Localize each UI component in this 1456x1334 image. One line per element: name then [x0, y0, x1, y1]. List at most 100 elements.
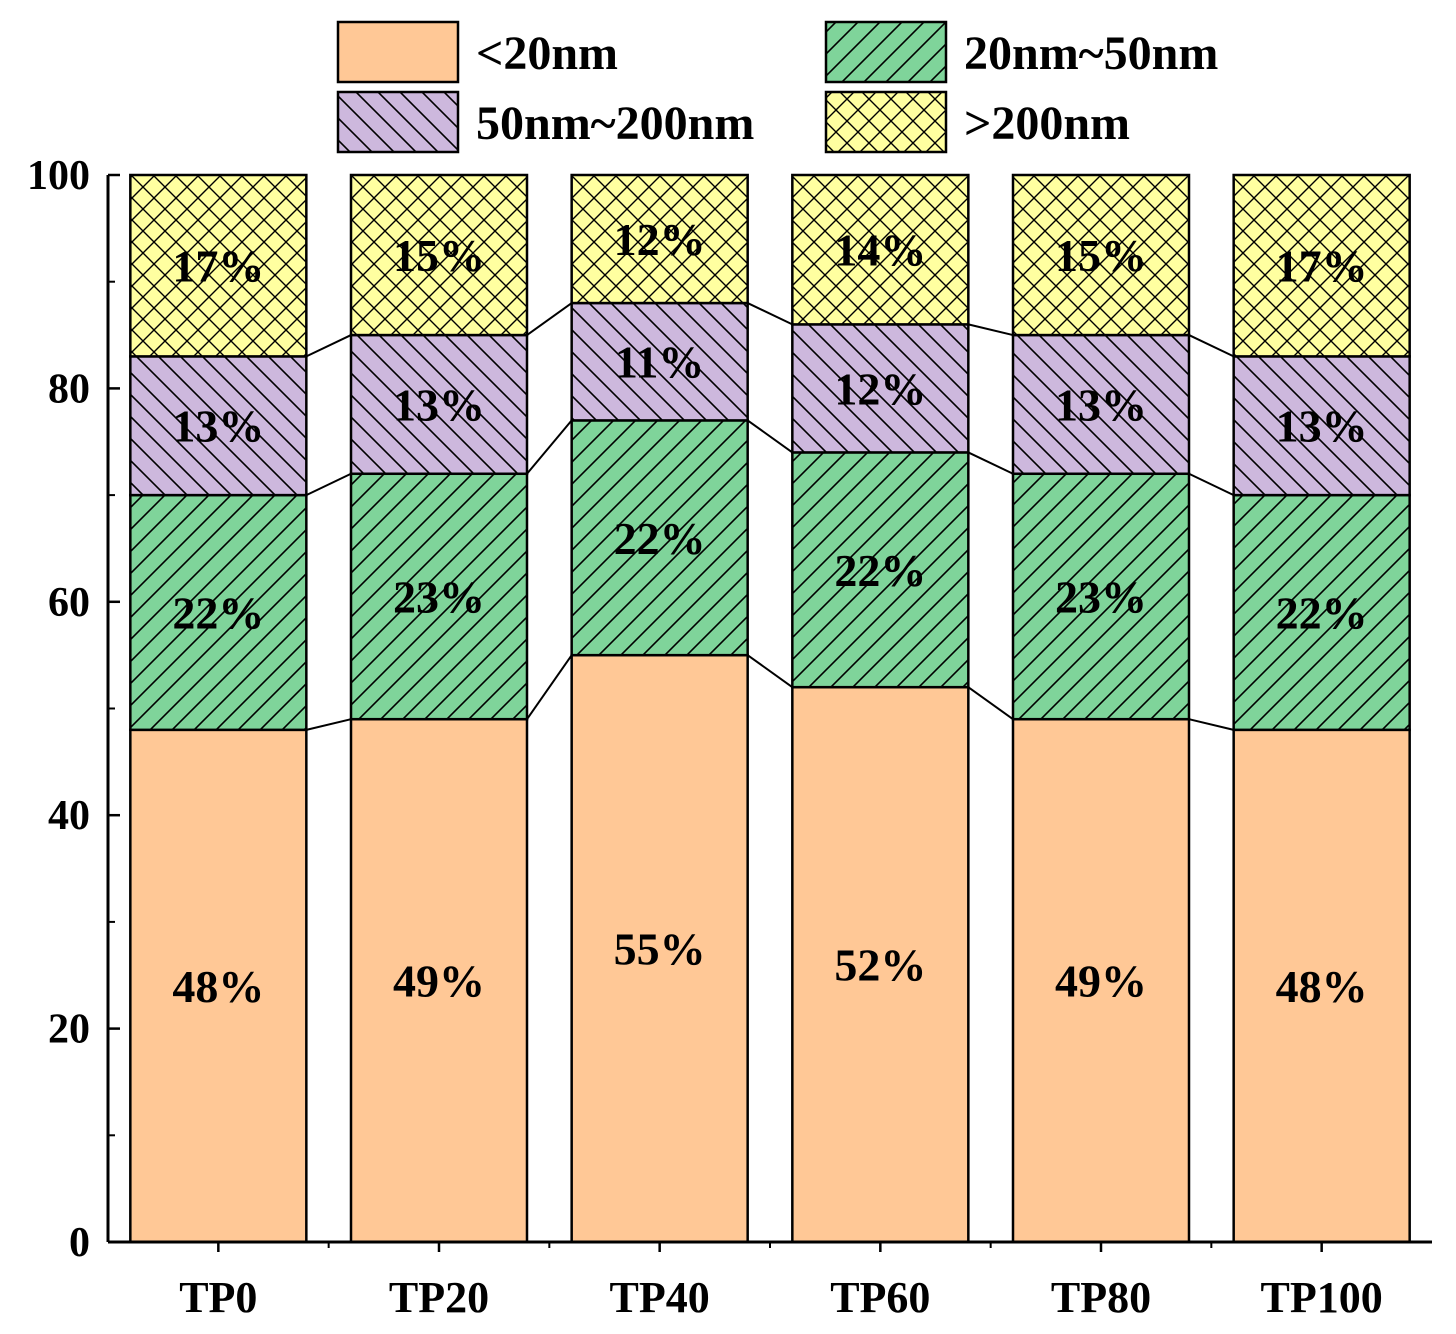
bar-tp80-20nm-to-50nm — [1011, 472, 1191, 721]
bar-tp20-gt-200nm-hatch — [351, 175, 527, 336]
connector-tp0-20nm-to-50nm — [305, 472, 352, 497]
bar-tp60-50nm-to-200nm — [791, 323, 970, 454]
bar-tp60-gt-200nm — [791, 173, 970, 326]
bar-tp0-20nm-to-50nm — [129, 493, 308, 732]
bar-tp40-50nm-to-200nm — [570, 301, 749, 422]
y-tick-label-80: 80 — [48, 366, 90, 412]
connector-tp0-50nm-to-200nm — [305, 334, 352, 358]
connector-tp0-lt-20nm — [306, 718, 352, 731]
bar-tp100-50nm-to-200nm-hatch — [1233, 356, 1410, 496]
x-tick-label-tp60: TP60 — [830, 1273, 930, 1322]
data-label-tp40-gt-200nm: 12% — [614, 214, 706, 265]
x-tick-label-tp80: TP80 — [1051, 1273, 1151, 1322]
connector-tp80-50nm-to-200nm — [1188, 334, 1235, 358]
bar-tp100-gt-200nm — [1232, 173, 1411, 358]
bar-tp40-20nm-to-50nm — [570, 419, 749, 657]
legend-swatch-50nm-to-200nm-outline — [336, 90, 460, 154]
bar-tp80-gt-200nm — [1011, 173, 1191, 337]
segment-labels: 48% 22% 13% 17% 49% 23% 13% 15% 55% 22% 11% 12% 52% 2… — [172, 214, 1367, 1012]
data-label-tp20-20nm-to-50nm: 23% — [393, 571, 485, 622]
bar-tp80-20nm-to-50nm-hatch — [1013, 473, 1189, 720]
bar-tp0-lt-20nm-fill — [130, 729, 307, 1242]
bar-tp20-gt-200nm — [349, 173, 529, 337]
y-tick-label-100: 100 — [27, 153, 90, 199]
x-tick-label-tp100: TP100 — [1261, 1273, 1383, 1322]
bar-tp60-20nm-to-50nm-hatch — [792, 452, 969, 688]
data-label-tp40-20nm-to-50nm: 22% — [614, 513, 706, 564]
data-label-tp60-lt-20nm: 52% — [834, 940, 926, 991]
bar-tp60-gt-200nm-outline — [791, 173, 970, 326]
connector-tp20-50nm-to-200nm — [526, 302, 573, 336]
bar-tp100-lt-20nm — [1232, 728, 1411, 1244]
data-label-tp100-20nm-to-50nm: 22% — [1276, 587, 1368, 638]
data-label-tp0-lt-20nm: 48% — [172, 961, 264, 1012]
connector-tp60-20nm-to-50nm — [967, 451, 1014, 475]
data-label-tp60-gt-200nm: 14% — [834, 225, 926, 276]
data-label-tp100-lt-20nm: 48% — [1276, 961, 1368, 1012]
bar-tp60-lt-20nm — [791, 685, 970, 1244]
bar-tp100-gt-200nm-hatch — [1233, 175, 1410, 357]
legend-label-gt-200nm: >200nm — [964, 97, 1130, 150]
bar-tp100-gt-200nm-outline — [1232, 173, 1411, 358]
legend-swatch-20nm-to-50nm-hatch — [826, 22, 946, 82]
bar-tp0-gt-200nm-outline — [129, 173, 308, 358]
legend-swatch-50nm-to-200nm-hatch — [338, 92, 458, 152]
data-label-tp20-lt-20nm: 49% — [393, 956, 485, 1007]
bar-tp60-gt-200nm-hatch — [792, 175, 969, 325]
legend-swatch-lt-20nm-outline — [336, 20, 460, 84]
connector-tp40-50nm-to-200nm — [747, 302, 793, 326]
legend-item-50nm-to-200nm: 50nm~200nm — [336, 90, 754, 154]
data-label-tp80-50nm-to-200nm: 13% — [1055, 379, 1147, 430]
legend-swatch-gt-200nm — [824, 90, 948, 154]
legend-swatch-gt-200nm-outline — [824, 90, 948, 154]
data-label-tp60-50nm-to-200nm: 12% — [834, 363, 926, 414]
legend-label-50nm-to-200nm: 50nm~200nm — [476, 97, 754, 150]
connector-tp80-lt-20nm — [1188, 718, 1234, 731]
bar-tp20-50nm-to-200nm — [349, 333, 529, 476]
bar-tp40-gt-200nm-outline — [570, 173, 749, 305]
y-tick-label-20: 20 — [48, 1007, 90, 1053]
bar-tp20-20nm-to-50nm — [349, 472, 529, 721]
connector-tp60-50nm-to-200nm — [968, 323, 1014, 337]
bar-tp20-lt-20nm-fill — [351, 719, 527, 1242]
data-label-tp20-50nm-to-200nm: 13% — [393, 379, 485, 430]
bar-tp60-20nm-to-50nm — [791, 451, 970, 689]
legend-swatch-gt-200nm-hatch — [826, 92, 946, 152]
bar-tp20-50nm-to-200nm-hatch — [351, 335, 527, 474]
bar-tp60-50nm-to-200nm-hatch — [792, 324, 969, 453]
legend-item-20nm-to-50nm: 20nm~50nm — [824, 20, 1218, 84]
bar-tp0-20nm-to-50nm-hatch — [130, 495, 307, 730]
bar-tp0-gt-200nm — [129, 173, 308, 358]
legend-label-lt-20nm: <20nm — [476, 27, 618, 80]
bars-layer — [129, 173, 1411, 1244]
data-label-tp0-gt-200nm: 17% — [172, 241, 264, 292]
bar-tp80-lt-20nm-fill — [1013, 719, 1189, 1242]
bar-tp40-50nm-to-200nm-hatch — [571, 303, 748, 421]
bar-tp40-lt-20nm — [570, 653, 749, 1244]
data-label-tp100-gt-200nm: 17% — [1276, 241, 1368, 292]
bar-tp80-50nm-to-200nm — [1011, 333, 1191, 476]
bar-tp100-lt-20nm-fill — [1233, 729, 1410, 1242]
data-label-tp20-gt-200nm: 15% — [393, 230, 485, 281]
legend-swatch-20nm-to-50nm-outline — [824, 20, 948, 84]
data-label-tp80-lt-20nm: 49% — [1055, 956, 1147, 1007]
data-label-tp80-20nm-to-50nm: 23% — [1055, 571, 1147, 622]
bar-tp100-20nm-to-50nm-hatch — [1233, 495, 1410, 730]
legend-swatch-50nm-to-200nm — [336, 90, 460, 154]
axes: 0 20 40 60 80 100 TP0 TP20 TP40 TP60 TP80 TP100 — [27, 153, 1432, 1322]
data-label-tp100-50nm-to-200nm: 13% — [1276, 401, 1368, 452]
legend-swatch-lt-20nm-fill — [338, 22, 458, 82]
bar-tp0-50nm-to-200nm-hatch — [130, 356, 307, 496]
y-tick-label-60: 60 — [48, 580, 90, 626]
data-label-tp60-20nm-to-50nm: 22% — [834, 545, 926, 596]
y-tick-label-0: 0 — [69, 1220, 90, 1266]
legend-swatch-lt-20nm — [336, 20, 460, 84]
legend-swatch-20nm-to-50nm — [824, 20, 948, 84]
data-label-tp80-gt-200nm: 15% — [1055, 230, 1147, 281]
connector-tp40-lt-20nm — [747, 654, 793, 688]
bar-tp80-gt-200nm-outline — [1011, 173, 1191, 337]
bar-tp40-20nm-to-50nm-hatch — [571, 420, 748, 656]
data-label-tp0-50nm-to-200nm: 13% — [172, 401, 264, 452]
legend-label-20nm-to-50nm: 20nm~50nm — [964, 27, 1218, 80]
data-label-tp40-lt-20nm: 55% — [614, 924, 706, 975]
